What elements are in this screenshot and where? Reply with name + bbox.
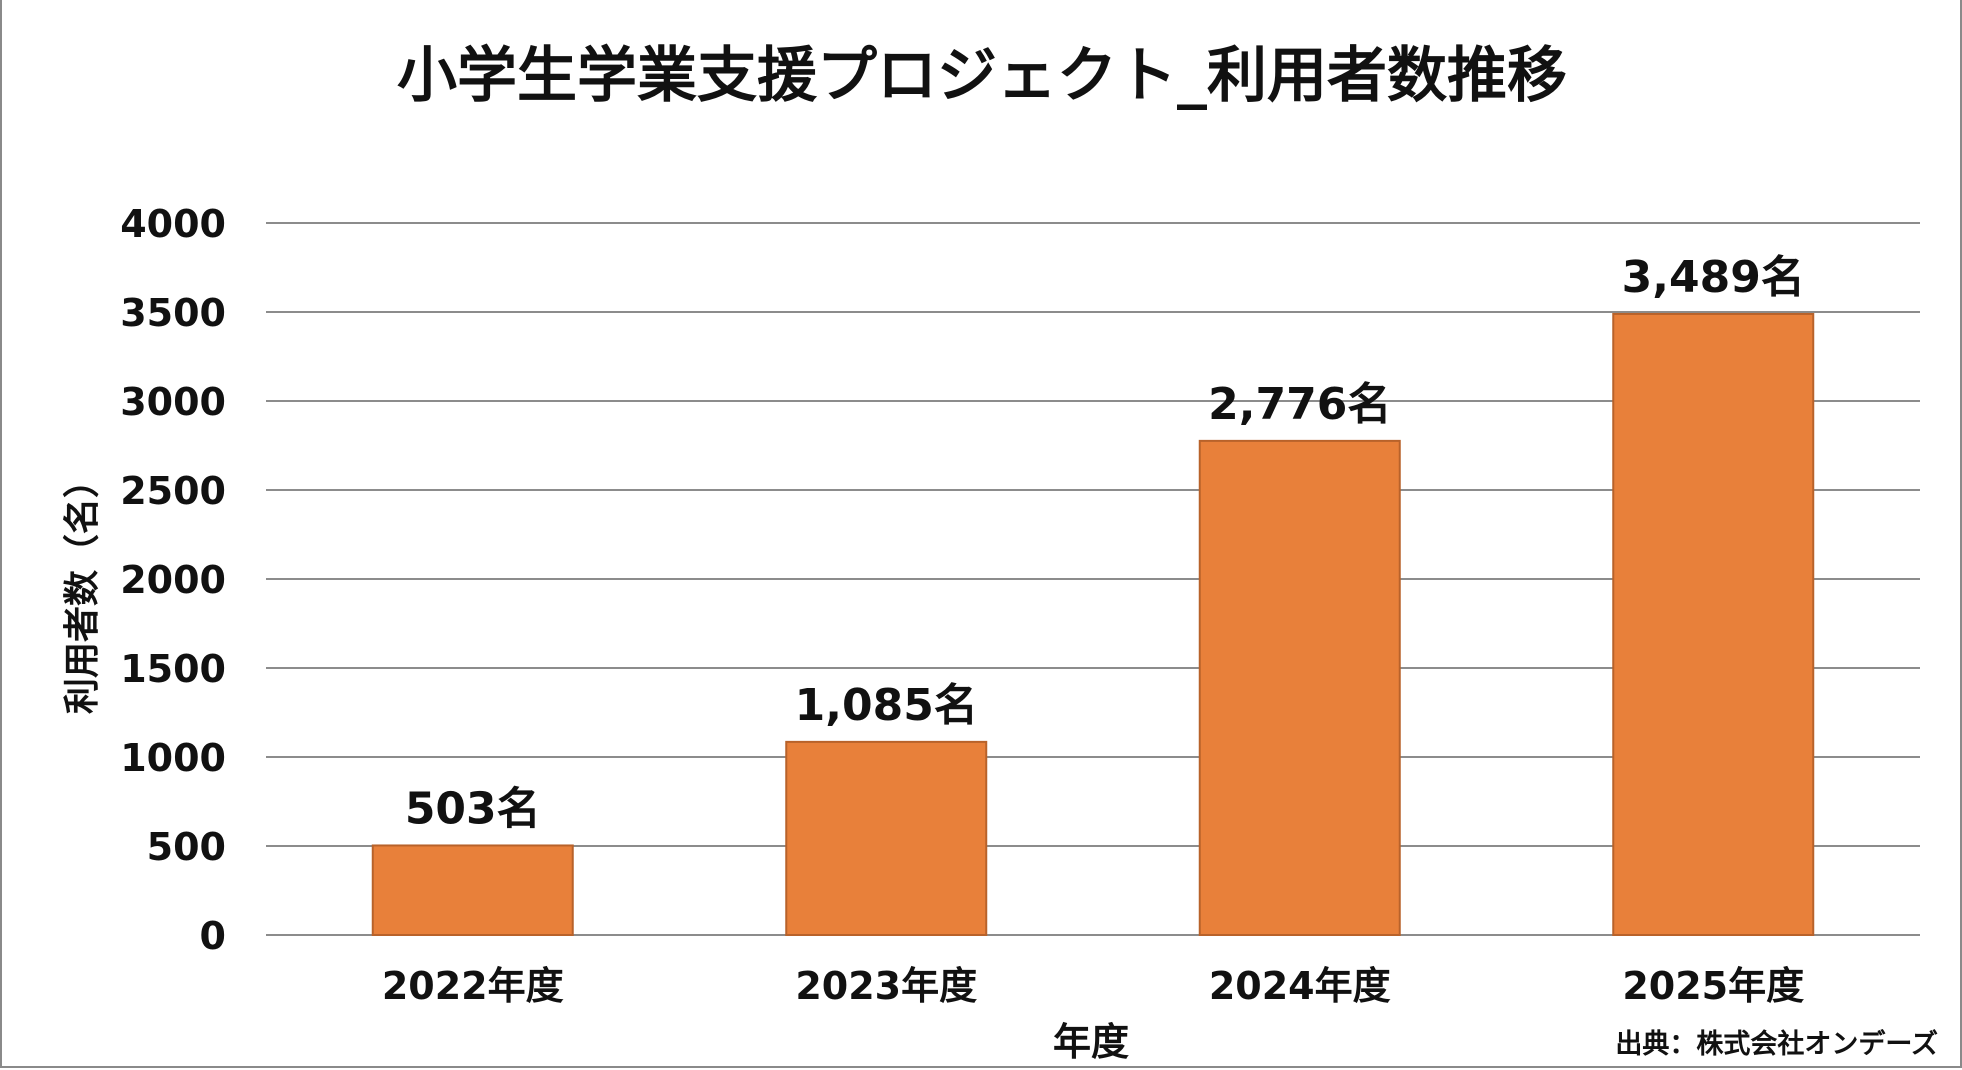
- y-tick-label: 1000: [120, 736, 226, 780]
- x-axis-label: 年度: [1053, 1020, 1129, 1064]
- bar: [1198, 439, 1401, 936]
- bar: [371, 844, 574, 936]
- data-label: 3,489名: [1622, 252, 1805, 303]
- x-tick-label: 2022年度: [382, 964, 564, 1008]
- x-tick-label: 2025年度: [1622, 964, 1804, 1008]
- y-tick-label: 1500: [120, 647, 226, 691]
- y-tick-label: 0: [200, 914, 226, 958]
- bar: [785, 740, 988, 936]
- chart-title: 小学生学業支援プロジェクト_利用者数推移: [397, 41, 1567, 111]
- data-label: 2,776名: [1208, 379, 1391, 430]
- source-note: 出典：株式会社オンデーズ: [1615, 1028, 1938, 1060]
- y-tick-label: 3000: [120, 380, 226, 424]
- bar: [1612, 312, 1815, 936]
- y-axis-label: 利用者数（名）: [62, 462, 103, 714]
- y-tick-label: 500: [147, 825, 226, 869]
- data-label: 503名: [405, 783, 541, 834]
- x-tick-label: 2024年度: [1209, 964, 1391, 1008]
- y-tick-label: 4000: [120, 202, 226, 246]
- data-label: 1,085名: [795, 680, 978, 731]
- x-tick-label: 2023年度: [795, 964, 977, 1008]
- y-tick-label: 3500: [120, 291, 226, 335]
- y-tick-label: 2500: [120, 469, 226, 513]
- y-tick-label: 2000: [120, 558, 226, 602]
